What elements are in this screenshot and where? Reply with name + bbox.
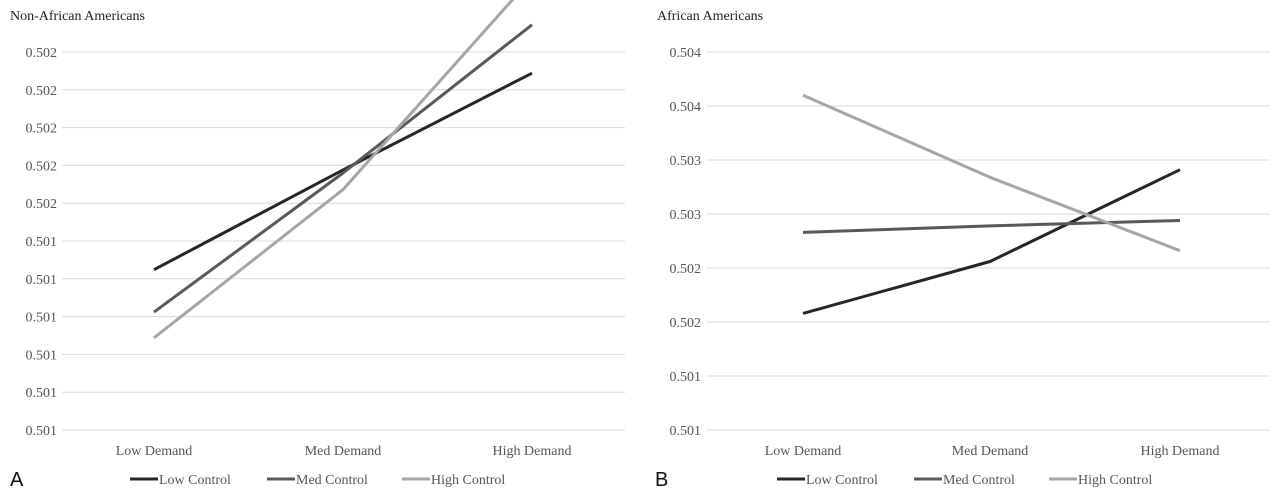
panel-b-x-tick-label: Med Demand	[952, 444, 1029, 459]
panel-a-series-med-control	[153, 23, 533, 314]
panel-a-y-tick-label: 0.502	[26, 84, 58, 99]
panel-a-title: Non-African Americans	[10, 9, 145, 24]
panel-b-series-med-control	[802, 219, 1181, 234]
panel-b-legend-label-high-control: High Control	[1078, 473, 1152, 488]
panel-b-y-tick-label: 0.502	[670, 316, 702, 331]
panel-b-y-tick-labels: 0.501 0.501 0.502 0.502 0.503 0.503 0.504 0.504	[670, 46, 702, 439]
panel-b-x-tick-labels: Low Demand Med Demand High Demand	[765, 444, 1220, 459]
panel-a-y-tick-label: 0.501	[26, 273, 58, 288]
panel-b-letter: B	[655, 469, 668, 488]
panel-a-y-tick-labels: 0.501 0.501 0.501 0.501 0.501 0.501 0.502 0.502…	[26, 46, 58, 439]
panel-b-legend: Low Control Med Control High Control	[777, 473, 1152, 488]
panel-a-x-tick-labels: Low Demand Med Demand High Demand	[116, 444, 572, 459]
panel-b-y-tick-label: 0.501	[670, 424, 702, 439]
panel-b-y-tick-label: 0.503	[670, 154, 702, 169]
panel-a-legend-label-high-control: High Control	[431, 473, 505, 488]
panel-a-y-tick-label: 0.502	[26, 122, 58, 137]
panel-b-y-tick-label: 0.504	[670, 100, 702, 115]
panel-a-x-tick-label: Med Demand	[305, 444, 382, 459]
panel-b-y-tick-label: 0.503	[670, 208, 702, 223]
panel-a-series-low-control	[153, 71, 533, 272]
panel-a-y-tick-label: 0.501	[26, 386, 58, 401]
panel-a-y-tick-label: 0.501	[26, 348, 58, 363]
panel-a-y-tick-label: 0.501	[26, 424, 58, 439]
panel-b-legend-label-med-control: Med Control	[943, 473, 1015, 488]
panel-b-y-tick-label: 0.501	[670, 370, 702, 385]
panel-b-gridlines	[707, 51, 1270, 431]
panel-b-chart: African Americans 0.5010.5010.5020.5020.…	[655, 9, 1270, 488]
panel-b-y-tick-label: 0.504	[670, 46, 702, 61]
panel-a-x-tick-label: Low Demand	[116, 444, 193, 459]
panel-a-legend-label-low-control: Low Control	[159, 473, 231, 488]
panel-b-legend-label-low-control: Low Control	[806, 473, 878, 488]
panel-a-x-tick-label: High Demand	[493, 444, 572, 459]
panel-b-y-tick-label: 0.502	[670, 262, 702, 277]
panel-a-chart: Non-African Americans 0.5010.5010.5010.5…	[10, 0, 625, 488]
panel-b-series-low-control	[802, 168, 1181, 315]
panel-b-title: African Americans	[657, 9, 763, 24]
panel-a-gridlines	[62, 51, 625, 431]
panel-b-x-tick-label: High Demand	[1141, 444, 1220, 459]
panel-b-x-tick-label: Low Demand	[765, 444, 842, 459]
panel-a-legend: Low Control Med Control High Control	[130, 473, 505, 488]
panel-a-y-tick-label: 0.501	[26, 311, 58, 326]
panel-a-legend-label-med-control: Med Control	[296, 473, 368, 488]
panel-a-letter: A	[10, 469, 24, 488]
panel-a-y-tick-label: 0.501	[26, 235, 58, 250]
panel-a-series-lines	[153, 0, 533, 339]
panel-a-y-tick-label: 0.502	[26, 46, 58, 61]
panel-b-series-lines	[802, 93, 1181, 315]
panel-a-series-high-control	[153, 0, 515, 339]
panel-b-series-high-control	[802, 93, 1181, 253]
panel-a-y-tick-label: 0.502	[26, 197, 58, 212]
panel-a-y-tick-label: 0.502	[26, 159, 58, 174]
